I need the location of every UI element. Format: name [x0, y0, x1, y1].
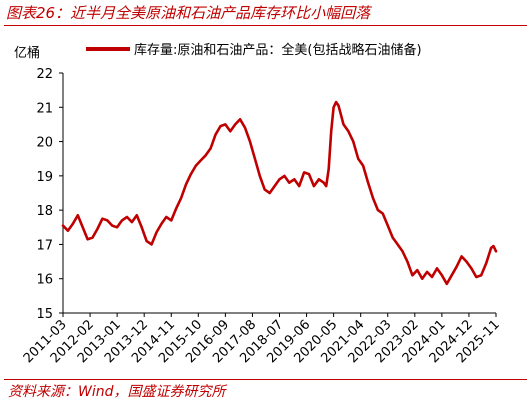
y-tick-label: 22 [36, 67, 53, 82]
y-tick-label: 21 [36, 101, 53, 116]
y-tick-label: 19 [36, 170, 53, 185]
figure-title: 图表26：近半月全美原油和石油产品库存环比小幅回落 [6, 4, 371, 22]
series-layer [61, 100, 498, 286]
title-divider [4, 25, 527, 26]
y-tick-label: 17 [36, 238, 53, 253]
x-axis: 2011-032012-022013-012013-122014-112015-… [21, 312, 503, 366]
y-axis-label: 亿桶 [14, 46, 40, 61]
source-divider [4, 379, 527, 380]
series-line-1 [61, 100, 498, 286]
y-tick-label: 20 [36, 136, 53, 151]
legend: 库存量:原油和石油产品：全美(包括战略石油储备) [86, 42, 422, 58]
y-tick-label: 16 [36, 273, 53, 288]
y-tick-label: 15 [36, 307, 53, 322]
y-tick-label: 18 [36, 204, 53, 219]
y-axis: 15 16 17 18 19 20 21 22 [36, 67, 64, 322]
source-note: 资料来源：Wind，国盛证券研究所 [8, 384, 226, 400]
legend-label: 库存量:原油和石油产品：全美(包括战略石油储备) [134, 42, 422, 58]
